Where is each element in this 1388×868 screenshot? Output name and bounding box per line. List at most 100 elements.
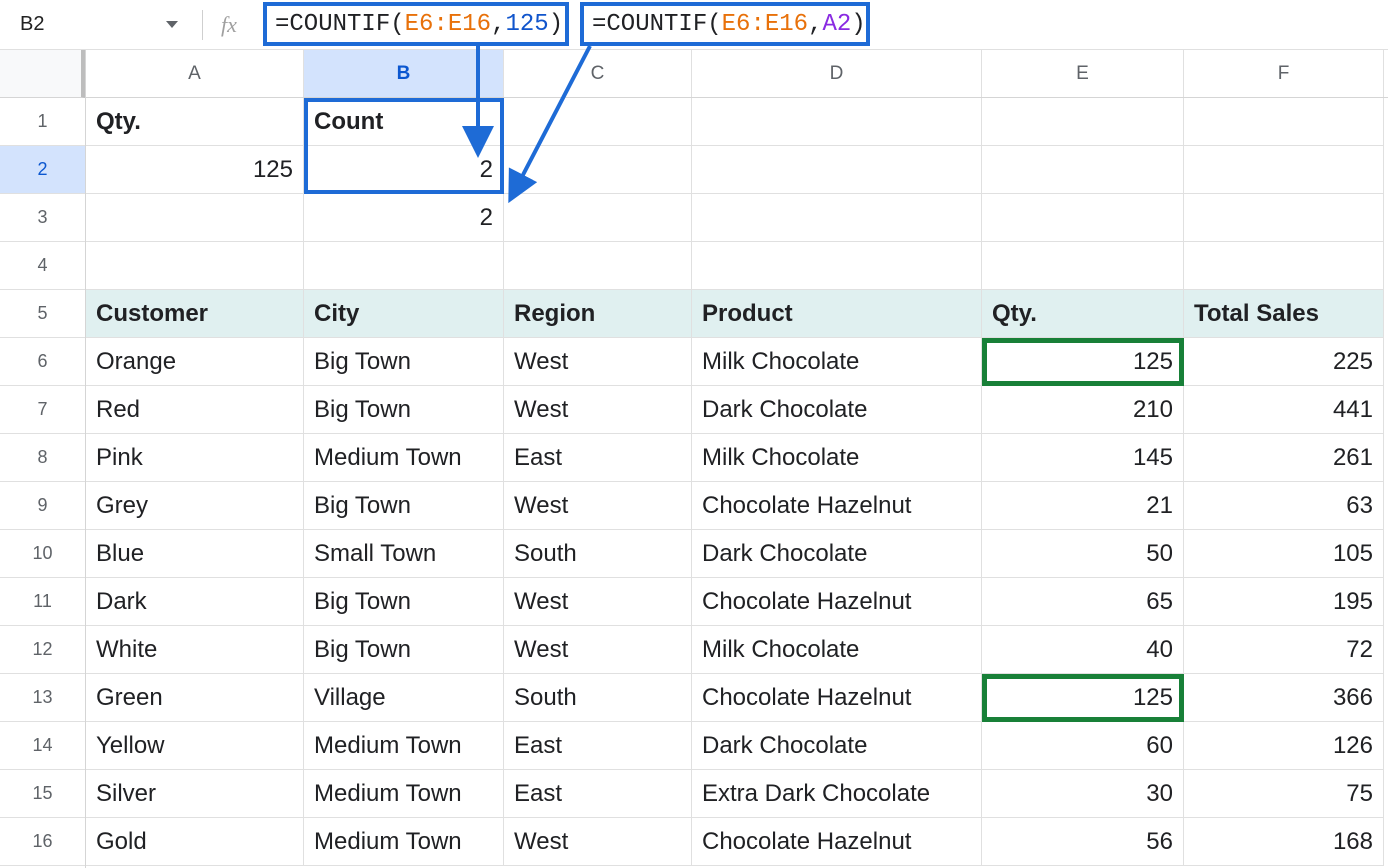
cell[interactable]: Medium Town: [304, 722, 504, 770]
col-head-D[interactable]: D: [692, 50, 982, 97]
cell[interactable]: 195: [1184, 578, 1384, 626]
cell[interactable]: 225: [1184, 338, 1384, 386]
cell[interactable]: 75: [1184, 770, 1384, 818]
cell[interactable]: Milk Chocolate: [692, 338, 982, 386]
cell[interactable]: Village: [304, 674, 504, 722]
cell[interactable]: [86, 194, 304, 242]
row-head-14[interactable]: 14: [0, 722, 85, 770]
row-head-10[interactable]: 10: [0, 530, 85, 578]
cell[interactable]: East: [504, 434, 692, 482]
col-head-E[interactable]: E: [982, 50, 1184, 97]
col-head-F[interactable]: F: [1184, 50, 1384, 97]
cell[interactable]: Big Town: [304, 482, 504, 530]
cell[interactable]: [504, 194, 692, 242]
cell[interactable]: Dark: [86, 578, 304, 626]
row-head-3[interactable]: 3: [0, 194, 85, 242]
cell[interactable]: Chocolate Hazelnut: [692, 578, 982, 626]
name-box[interactable]: B2: [14, 13, 184, 36]
cell[interactable]: 65: [982, 578, 1184, 626]
cell[interactable]: West: [504, 818, 692, 866]
row-head-7[interactable]: 7: [0, 386, 85, 434]
row-head-9[interactable]: 9: [0, 482, 85, 530]
cell[interactable]: 2: [304, 146, 504, 194]
cell[interactable]: 30: [982, 770, 1184, 818]
row-head-16[interactable]: 16: [0, 818, 85, 866]
cell[interactable]: City: [304, 290, 504, 338]
cell[interactable]: [504, 242, 692, 290]
cell[interactable]: Blue: [86, 530, 304, 578]
cell[interactable]: Extra Dark Chocolate: [692, 770, 982, 818]
cell[interactable]: 60: [982, 722, 1184, 770]
cell[interactable]: West: [504, 626, 692, 674]
row-head-5[interactable]: 5: [0, 290, 85, 338]
cell[interactable]: 63: [1184, 482, 1384, 530]
cell[interactable]: Customer: [86, 290, 304, 338]
cell[interactable]: West: [504, 578, 692, 626]
cell[interactable]: Big Town: [304, 626, 504, 674]
cell[interactable]: Dark Chocolate: [692, 530, 982, 578]
cell[interactable]: 261: [1184, 434, 1384, 482]
cell[interactable]: [86, 242, 304, 290]
cell[interactable]: [982, 194, 1184, 242]
cell[interactable]: [982, 146, 1184, 194]
cell[interactable]: Big Town: [304, 386, 504, 434]
cell[interactable]: Chocolate Hazelnut: [692, 818, 982, 866]
cell[interactable]: 145: [982, 434, 1184, 482]
row-head-15[interactable]: 15: [0, 770, 85, 818]
row-head-4[interactable]: 4: [0, 242, 85, 290]
cell[interactable]: Chocolate Hazelnut: [692, 482, 982, 530]
row-head-13[interactable]: 13: [0, 674, 85, 722]
row-head-2[interactable]: 2: [0, 146, 85, 194]
row-head-1[interactable]: 1: [0, 98, 85, 146]
cell[interactable]: Small Town: [304, 530, 504, 578]
cell[interactable]: Big Town: [304, 338, 504, 386]
cell[interactable]: Dark Chocolate: [692, 722, 982, 770]
cell[interactable]: Yellow: [86, 722, 304, 770]
cell[interactable]: 105: [1184, 530, 1384, 578]
cell[interactable]: [692, 146, 982, 194]
cell[interactable]: [692, 98, 982, 146]
cell[interactable]: Orange: [86, 338, 304, 386]
cell[interactable]: [1184, 146, 1384, 194]
cell[interactable]: 125: [982, 674, 1184, 722]
cell[interactable]: 2: [304, 194, 504, 242]
cell[interactable]: Red: [86, 386, 304, 434]
row-head-12[interactable]: 12: [0, 626, 85, 674]
cell[interactable]: White: [86, 626, 304, 674]
cell[interactable]: [1184, 98, 1384, 146]
row-head-6[interactable]: 6: [0, 338, 85, 386]
cell[interactable]: Pink: [86, 434, 304, 482]
cell[interactable]: Dark Chocolate: [692, 386, 982, 434]
cell[interactable]: 441: [1184, 386, 1384, 434]
col-head-A[interactable]: A: [86, 50, 304, 97]
cell[interactable]: Qty.: [86, 98, 304, 146]
cell[interactable]: Medium Town: [304, 818, 504, 866]
cell[interactable]: [1184, 194, 1384, 242]
cell[interactable]: Total Sales: [1184, 290, 1384, 338]
cell[interactable]: West: [504, 482, 692, 530]
cell[interactable]: Milk Chocolate: [692, 626, 982, 674]
cell[interactable]: West: [504, 386, 692, 434]
cell[interactable]: [982, 98, 1184, 146]
cell[interactable]: Count: [304, 98, 504, 146]
cell[interactable]: 72: [1184, 626, 1384, 674]
cell[interactable]: 125: [982, 338, 1184, 386]
cell[interactable]: [504, 98, 692, 146]
cell[interactable]: 126: [1184, 722, 1384, 770]
cell[interactable]: 56: [982, 818, 1184, 866]
cell[interactable]: 168: [1184, 818, 1384, 866]
cell[interactable]: [504, 146, 692, 194]
cell[interactable]: Chocolate Hazelnut: [692, 674, 982, 722]
cell[interactable]: 210: [982, 386, 1184, 434]
cell[interactable]: East: [504, 722, 692, 770]
row-head-8[interactable]: 8: [0, 434, 85, 482]
col-head-B[interactable]: B: [304, 50, 504, 97]
cell[interactable]: [304, 242, 504, 290]
cell[interactable]: Silver: [86, 770, 304, 818]
cell[interactable]: 40: [982, 626, 1184, 674]
cell[interactable]: 125: [86, 146, 304, 194]
cell[interactable]: South: [504, 530, 692, 578]
select-all-corner[interactable]: [0, 50, 85, 98]
cell[interactable]: Region: [504, 290, 692, 338]
cell[interactable]: Big Town: [304, 578, 504, 626]
